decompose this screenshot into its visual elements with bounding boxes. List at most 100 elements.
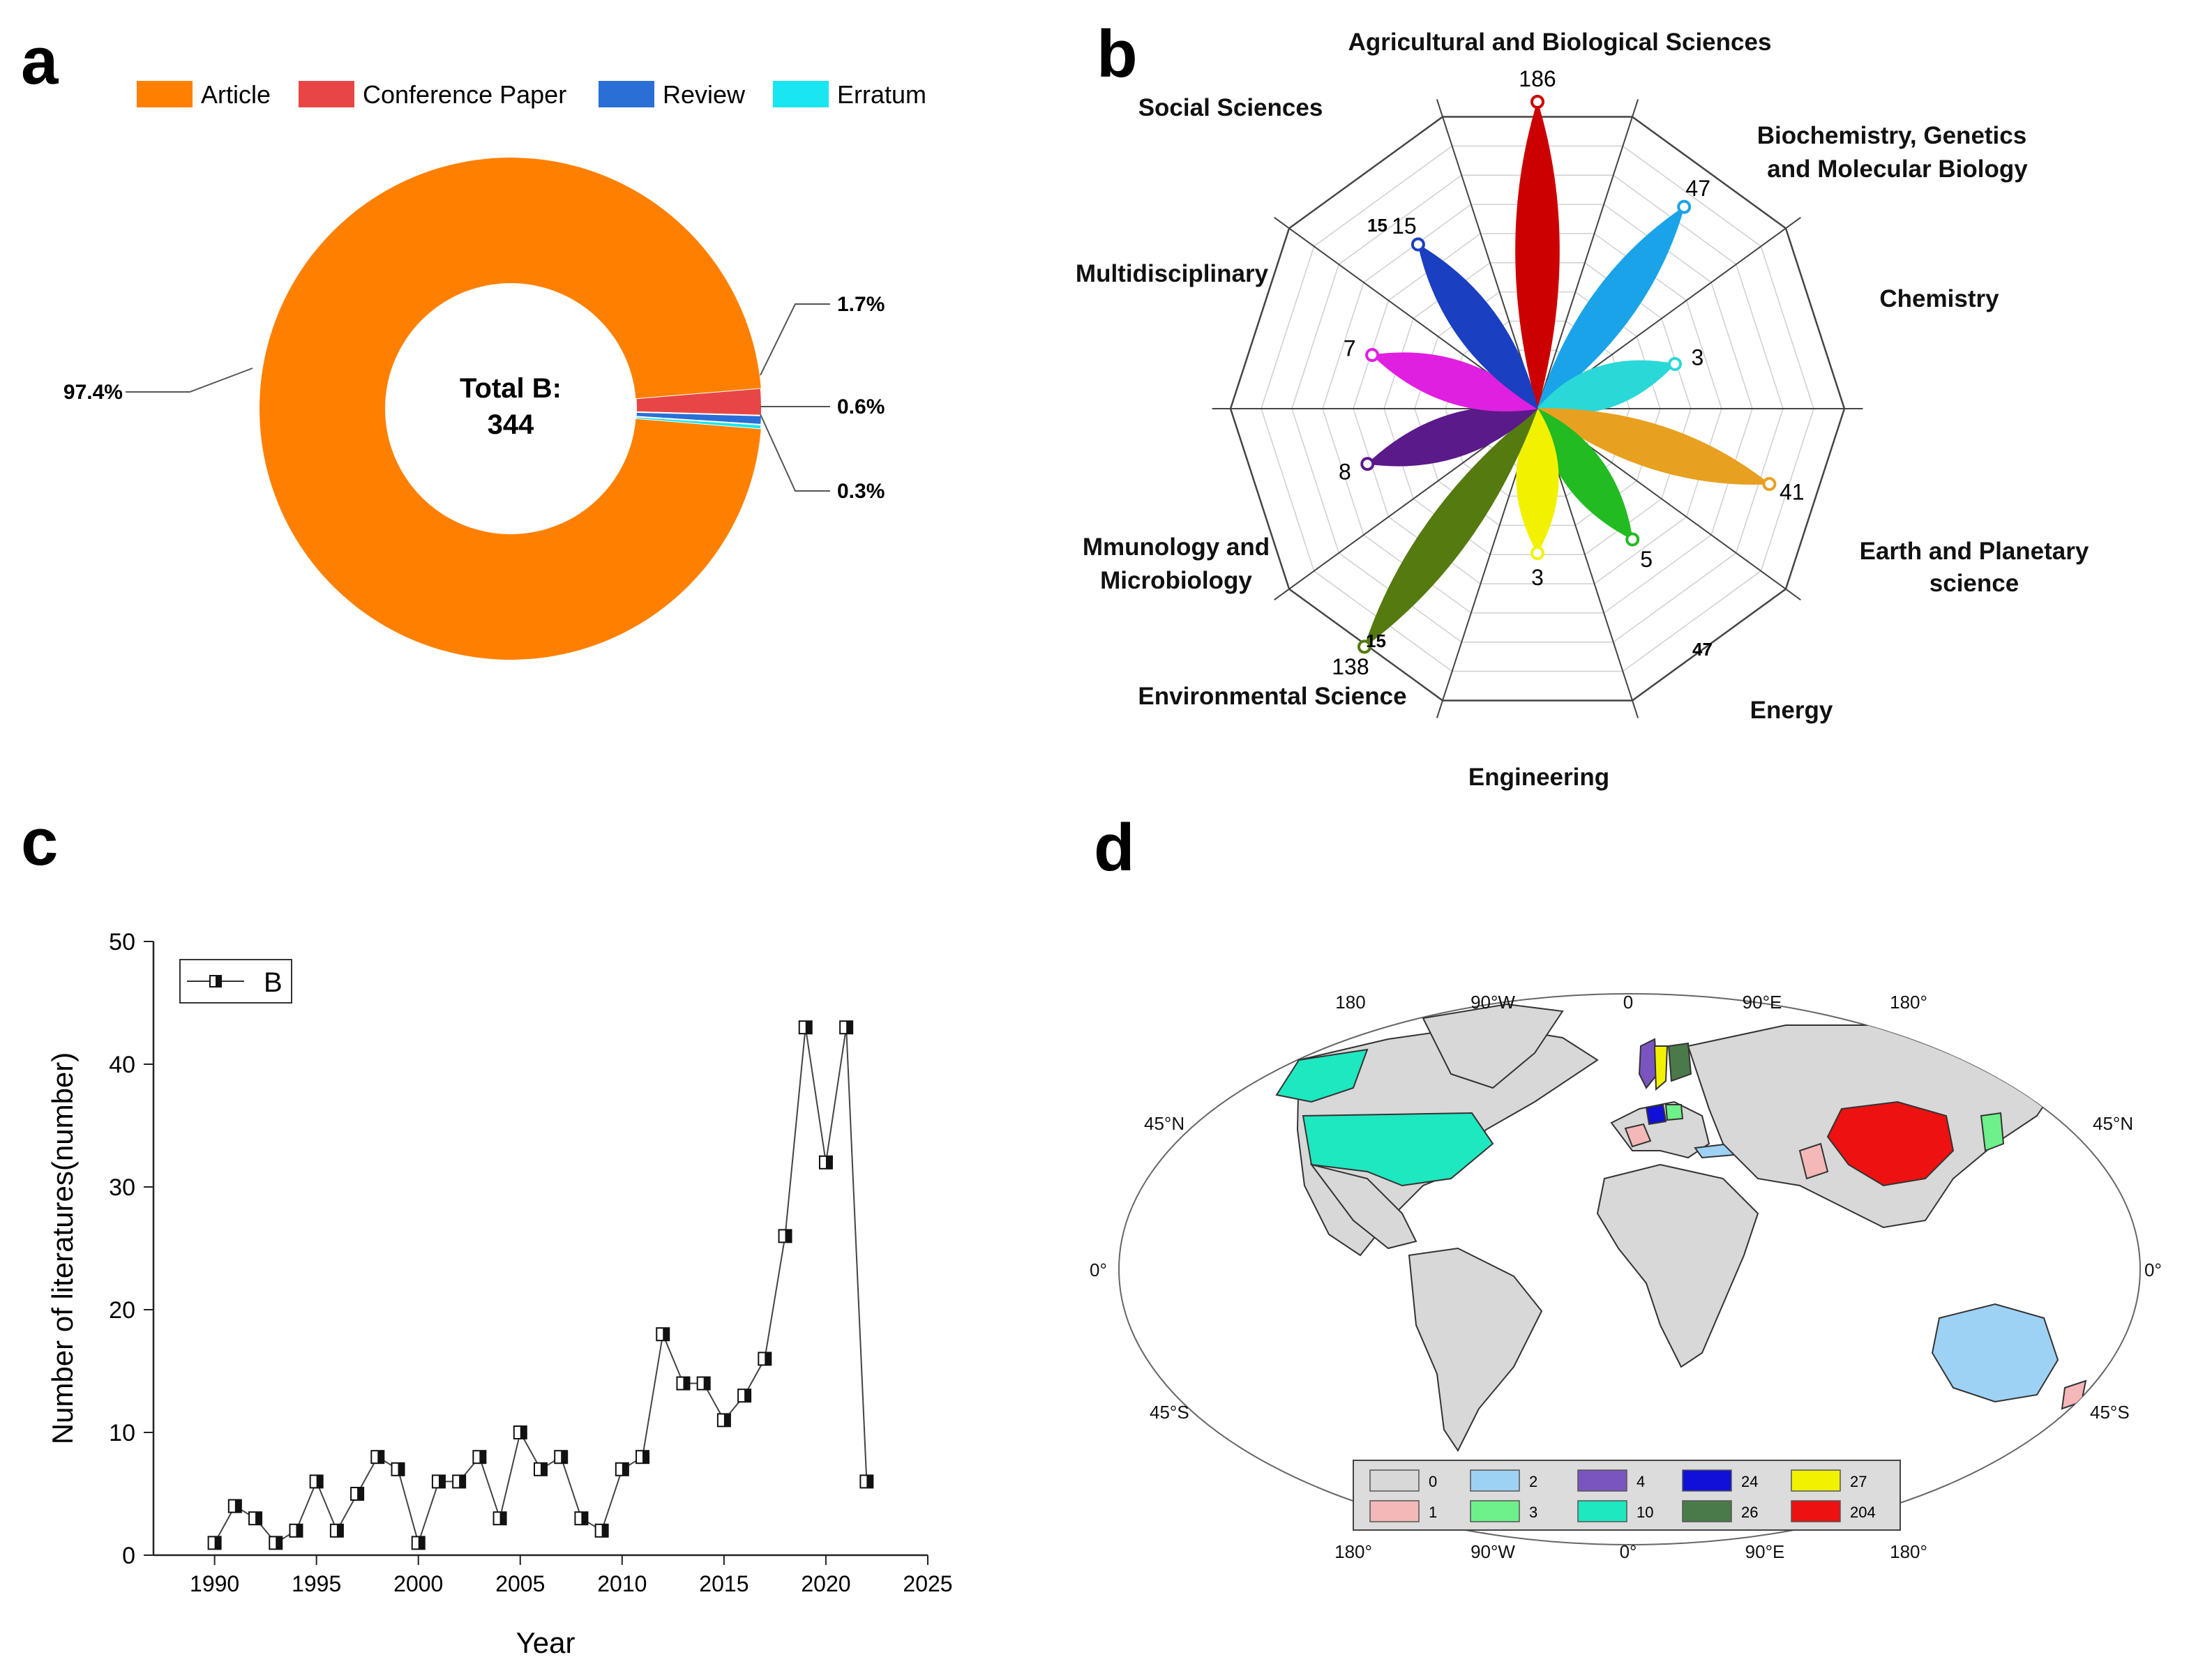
map-sweden — [1653, 1045, 1669, 1091]
x-tick-label-0: 1990 — [190, 1571, 239, 1596]
map-australia — [1931, 1303, 2059, 1403]
left-label-1: 0° — [1090, 1259, 1107, 1280]
radar-value-label-9: 15 — [1392, 213, 1417, 239]
data-point-fill-2004 — [499, 1512, 506, 1525]
radar-value-label-8: 7 — [1344, 336, 1356, 361]
legend-swatch-0 — [137, 81, 193, 107]
legend-label-2: Review — [663, 80, 746, 109]
radar-value-label-0: 186 — [1519, 66, 1556, 91]
map-france — [1624, 1123, 1652, 1148]
radar-point-4 — [1625, 532, 1640, 547]
axis-marker-right: 47 — [1692, 639, 1713, 660]
bottom-label-4: 180° — [1890, 1541, 1927, 1562]
category-environmental: Environmental Science — [1138, 683, 1406, 710]
radar-spoke-0 — [1537, 99, 1639, 409]
legend-series-name: B — [264, 967, 283, 998]
category-immunology: Mmunology and Microbiology — [1083, 533, 1270, 594]
map-japan — [1980, 1112, 2005, 1152]
panel-c-letter: c — [21, 805, 58, 879]
x-axis-label: Year — [516, 1626, 576, 1659]
legend-swatch-1 — [299, 81, 354, 107]
donut-slice-article — [259, 158, 761, 660]
map-legend-label-4: 4 — [1637, 1473, 1645, 1490]
map-greenland — [1422, 1003, 1564, 1089]
category-biochemistry: Biochemistry, Genetics and Molecular Biol… — [1757, 122, 2028, 183]
data-point-fill-2003 — [479, 1451, 486, 1464]
category-earth: Earth and Planetary science — [1860, 538, 2089, 597]
map-legend-swatch-26 — [1682, 1500, 1732, 1522]
radar-point-1 — [1677, 199, 1692, 214]
right-label-1: 0° — [2144, 1259, 2162, 1280]
map-pakistan — [1798, 1142, 1829, 1180]
panel-d: d — [1090, 810, 2162, 1562]
map-legend-swatch-10 — [1577, 1500, 1627, 1522]
map-alaska — [1275, 1048, 1369, 1103]
map-legend-label-24: 24 — [1741, 1473, 1758, 1490]
radar-spoke-9 — [1436, 99, 1538, 409]
map-legend-label-3: 3 — [1529, 1504, 1537, 1521]
map-legend-swatch-27 — [1791, 1469, 1841, 1492]
map-south-america — [1408, 1247, 1543, 1452]
radar-point-7 — [1360, 457, 1375, 471]
bottom-label-2: 0° — [1620, 1541, 1637, 1562]
data-point-fill-2016 — [744, 1389, 751, 1402]
data-point-fill-2014 — [703, 1377, 710, 1390]
donut-slice-erratum — [635, 416, 762, 430]
map-legend-label-10: 10 — [1637, 1504, 1653, 1521]
map-norway — [1638, 1038, 1659, 1089]
right-label-2: 45°S — [2090, 1402, 2130, 1423]
radar-point-0 — [1530, 95, 1544, 109]
data-point-fill-2001 — [438, 1475, 445, 1488]
panel-a-donut — [259, 158, 762, 660]
map-land — [1275, 1003, 2087, 1452]
top-label-3: 90°E — [1743, 992, 1782, 1013]
leader-line-article — [126, 368, 253, 393]
map-legend-label-27: 27 — [1850, 1473, 1867, 1490]
map-legend-swatch-4 — [1577, 1469, 1627, 1492]
pct-label-erratum: 0.3% — [837, 480, 885, 503]
bottom-label-3: 90°E — [1745, 1541, 1785, 1562]
panel-a-letter: a — [21, 24, 59, 98]
radar-point-8 — [1365, 348, 1380, 363]
data-point-fill-1995 — [316, 1475, 323, 1488]
leader-line-erratum — [760, 414, 830, 492]
category-social-sciences: Social Sciences — [1138, 94, 1323, 121]
radar-point-5 — [1530, 546, 1544, 561]
legend-swatch-2 — [599, 81, 654, 107]
panel-a-legend: Article Conference Paper Review Erratum — [137, 80, 926, 109]
data-point-fill-1992 — [255, 1512, 262, 1525]
legend-label-1: Conference Paper — [363, 80, 566, 109]
radar-point-6 — [1357, 640, 1371, 654]
map-mexico — [1309, 1163, 1417, 1250]
map-africa — [1596, 1163, 1759, 1368]
x-tick-label-6: 2020 — [801, 1571, 850, 1596]
axis-marker-left: 15 — [1366, 630, 1386, 651]
data-point-fill-2013 — [683, 1377, 690, 1390]
category-agricultural: Agricultural and Biological Sciences — [1348, 29, 1772, 56]
panel-c: c 1990 1995 2000 2005 2010 2015 2020 2025 0 10 20 3… — [21, 805, 953, 1659]
legend-swatch-3 — [773, 81, 829, 107]
category-engineering: Engineering — [1468, 764, 1609, 791]
legend-marker-half — [216, 976, 221, 987]
x-tick-label-7: 2025 — [903, 1571, 952, 1596]
left-label-0: 45°N — [1144, 1113, 1184, 1134]
data-point-fill-2010 — [622, 1462, 629, 1476]
pct-label-article: 97.4% — [63, 381, 123, 404]
x-tick-label-3: 2005 — [495, 1571, 545, 1596]
data-point-fill-2002 — [459, 1475, 466, 1488]
radar-value-label-6: 138 — [1332, 654, 1369, 679]
axis-marker-top-left: 15 — [1367, 215, 1387, 236]
data-point-fill-1993 — [276, 1536, 283, 1550]
data-point-fill-1997 — [357, 1488, 364, 1500]
data-point-fill-1996 — [336, 1524, 343, 1537]
panel-a: a Article Conference Paper Review Erratum T… — [21, 24, 926, 660]
data-point-fill-2021 — [846, 1021, 853, 1034]
top-label-0: 180 — [1335, 992, 1365, 1013]
top-label-2: 0 — [1623, 992, 1633, 1013]
data-point-fill-2018 — [785, 1229, 792, 1243]
map-legend-label-2: 2 — [1529, 1473, 1537, 1490]
x-tick-label-4: 2010 — [597, 1571, 647, 1596]
data-point-fill-1994 — [296, 1524, 303, 1537]
y-tick-label-1: 10 — [109, 1420, 135, 1446]
left-label-2: 45°S — [1150, 1402, 1189, 1423]
